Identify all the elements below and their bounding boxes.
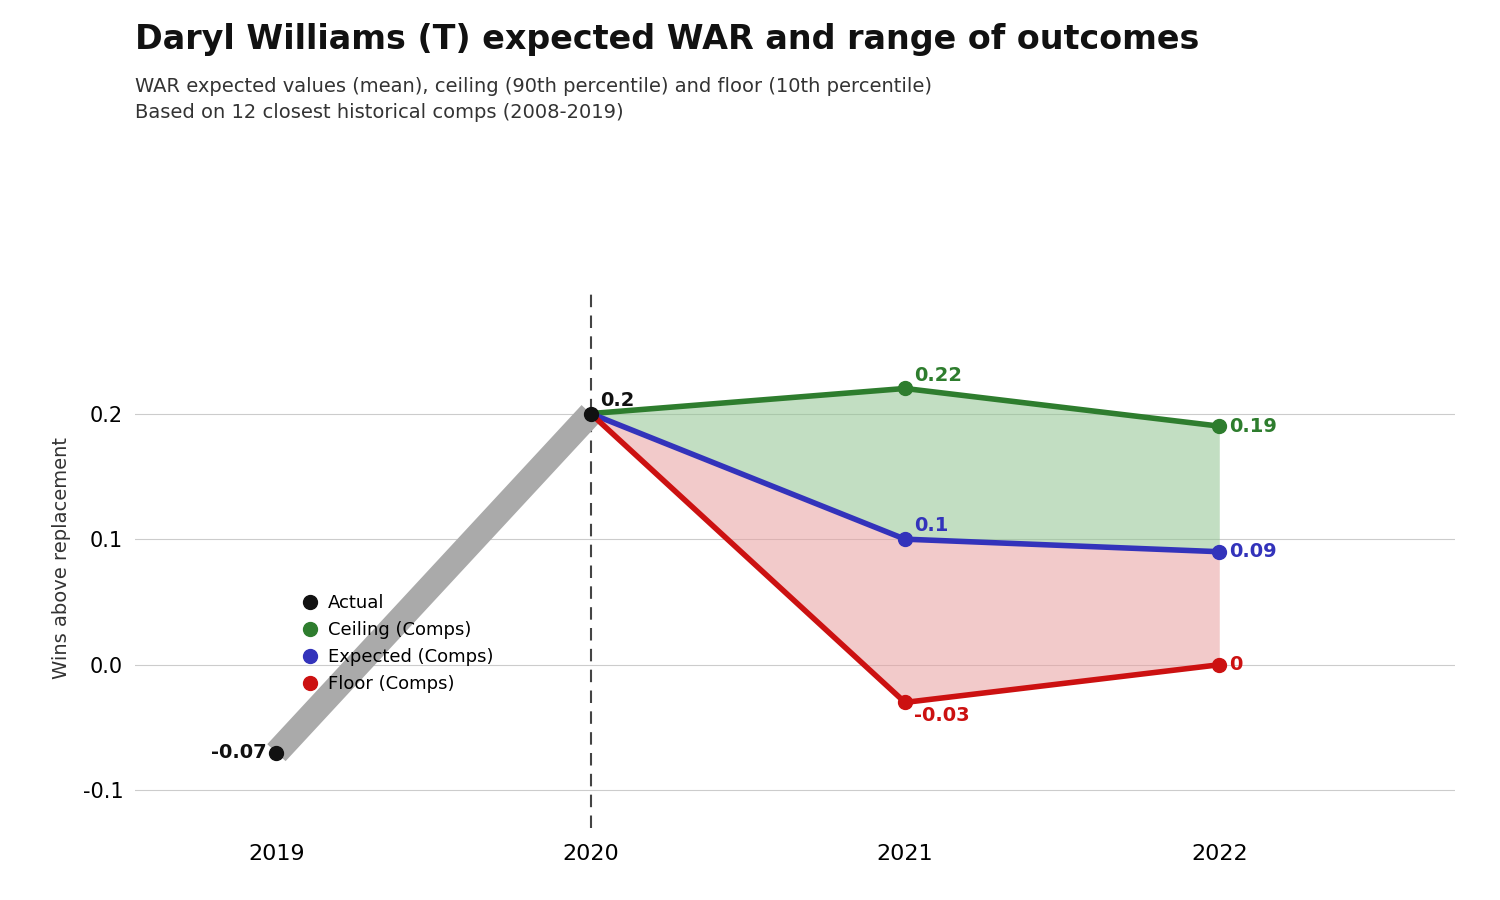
Text: -0.03: -0.03 xyxy=(915,706,970,725)
Text: WAR expected values (mean), ceiling (90th percentile) and floor (10th percentile: WAR expected values (mean), ceiling (90t… xyxy=(135,76,932,95)
Text: 0.09: 0.09 xyxy=(1228,542,1276,562)
Text: 0.1: 0.1 xyxy=(915,517,950,535)
Legend: Actual, Ceiling (Comps), Expected (Comps), Floor (Comps): Actual, Ceiling (Comps), Expected (Comps… xyxy=(303,587,501,700)
Text: Daryl Williams (T) expected WAR and range of outcomes: Daryl Williams (T) expected WAR and rang… xyxy=(135,22,1200,56)
Y-axis label: Wins above replacement: Wins above replacement xyxy=(53,437,72,679)
Point xyxy=(1208,658,1231,672)
Point xyxy=(892,382,916,396)
Point xyxy=(1208,418,1231,433)
Text: Based on 12 closest historical comps (2008-2019): Based on 12 closest historical comps (20… xyxy=(135,104,624,122)
Point xyxy=(892,695,916,709)
Text: -0.07: -0.07 xyxy=(211,743,267,762)
Point xyxy=(579,407,603,421)
Point xyxy=(1208,544,1231,559)
Text: 0: 0 xyxy=(1228,655,1242,674)
Text: 0.19: 0.19 xyxy=(1228,417,1276,436)
Text: 0.2: 0.2 xyxy=(600,391,634,410)
Text: 0.22: 0.22 xyxy=(915,365,963,384)
Point xyxy=(264,745,288,760)
Point xyxy=(892,532,916,546)
